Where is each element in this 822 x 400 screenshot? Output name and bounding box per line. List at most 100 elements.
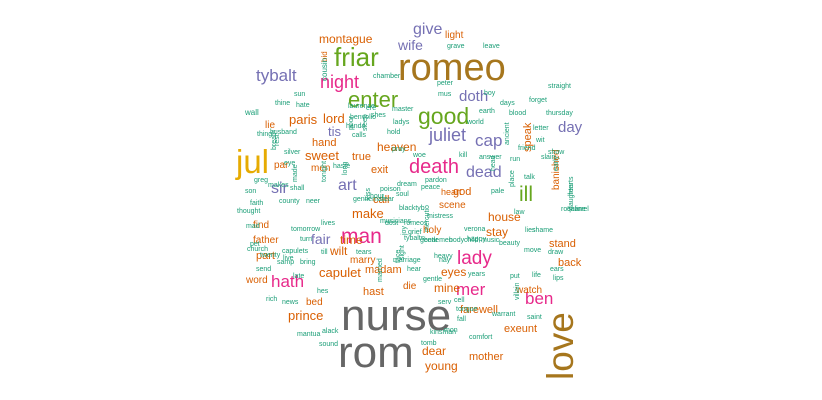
word-love: love bbox=[540, 312, 581, 380]
word-hearts: hearts bbox=[568, 176, 575, 196]
word-run: run bbox=[510, 156, 520, 163]
word-hate: hate bbox=[296, 102, 310, 109]
word-put: put bbox=[510, 273, 520, 280]
word-cell: cell bbox=[454, 297, 465, 304]
word-art: art bbox=[338, 177, 357, 194]
word-rich: rich bbox=[266, 296, 277, 303]
word-sound: sound bbox=[319, 341, 338, 348]
word-tonight: tonight bbox=[321, 161, 328, 182]
word-day: day bbox=[558, 119, 583, 136]
word-laurence: laurence bbox=[348, 103, 375, 110]
word-jul: jul bbox=[235, 143, 269, 180]
word-leave: leave bbox=[483, 43, 500, 50]
word-marry: marry bbox=[350, 255, 376, 266]
word-mine: mine bbox=[434, 281, 460, 295]
word-mer: mer bbox=[456, 280, 486, 299]
word-nurse: nurse bbox=[341, 291, 451, 340]
word-eyes: eyes bbox=[441, 265, 466, 279]
word-face: face bbox=[395, 250, 402, 263]
word-alack: alack bbox=[322, 328, 339, 335]
word-news: news bbox=[282, 299, 299, 306]
word-pet: pet bbox=[250, 241, 260, 248]
word-sweet: sweet bbox=[305, 148, 339, 163]
word-death: death bbox=[409, 156, 459, 178]
word-mistress: mistress bbox=[427, 213, 454, 220]
word-find: find bbox=[253, 220, 269, 231]
word-ladys: ladys bbox=[393, 119, 410, 126]
word-doth: doth bbox=[459, 88, 488, 105]
word-part: part bbox=[256, 250, 275, 262]
word-tomorrow: tomorrow bbox=[291, 226, 321, 233]
word-makes: makes bbox=[268, 182, 289, 189]
word-mad: mad bbox=[246, 223, 260, 230]
word-dear: dear bbox=[422, 344, 446, 358]
word-wife: wife bbox=[397, 37, 423, 53]
word-blood: blood bbox=[509, 110, 526, 117]
word-hear: hear bbox=[407, 266, 422, 273]
word-nay: nay bbox=[439, 257, 451, 264]
word-county: county bbox=[279, 198, 300, 205]
word-sun: sun bbox=[294, 91, 305, 98]
word-ears: ears bbox=[550, 266, 564, 273]
word-banished: banished bbox=[551, 149, 562, 190]
word-heart: heart bbox=[441, 187, 462, 197]
word-wall: wall bbox=[244, 108, 259, 117]
word-master: master bbox=[392, 106, 414, 113]
word-chamber: chamber bbox=[373, 73, 401, 80]
word-cousin: cousin bbox=[320, 58, 329, 81]
word-thine: thine bbox=[275, 100, 290, 107]
word-make: make bbox=[352, 206, 384, 221]
word-friar: friar bbox=[334, 42, 379, 72]
word-kiss: kiss bbox=[365, 187, 372, 200]
word-soul: soul bbox=[396, 191, 409, 198]
word-married: married bbox=[377, 258, 384, 282]
word-man: man bbox=[341, 225, 382, 248]
word-father: father bbox=[253, 235, 279, 246]
word-tis: tis bbox=[328, 124, 342, 139]
word-young: young bbox=[425, 359, 458, 373]
word-good: good bbox=[418, 103, 469, 129]
word-sleep: sleep bbox=[362, 114, 369, 131]
word-gentle: gentle bbox=[423, 276, 442, 283]
word-pardon: pardon bbox=[425, 177, 447, 184]
word-sir: sir bbox=[271, 180, 289, 197]
word-fair: fair bbox=[311, 231, 331, 247]
word-answer: answer bbox=[479, 154, 502, 161]
word-late: late bbox=[293, 273, 304, 280]
word-early: early bbox=[553, 155, 560, 171]
word-scene: scene bbox=[439, 200, 466, 211]
word-marriage: marriage bbox=[393, 257, 421, 264]
word-time: time bbox=[340, 233, 363, 247]
word-shes: shes bbox=[371, 112, 386, 119]
word-rest: rest bbox=[274, 134, 281, 146]
word-haste: haste bbox=[333, 163, 350, 170]
word-law: law bbox=[514, 209, 525, 216]
word-eye: eye bbox=[284, 160, 295, 167]
word-quarrel: quarrel bbox=[567, 206, 589, 213]
word-thought: thought bbox=[237, 208, 260, 215]
word-prince: prince bbox=[288, 308, 323, 323]
word-rom: rom bbox=[338, 328, 414, 377]
word-tybalt: tybalt bbox=[256, 66, 297, 85]
word-heavy: heavy bbox=[434, 253, 453, 260]
word-church: church bbox=[247, 246, 268, 253]
word-till: till bbox=[321, 249, 328, 256]
word-forget: forget bbox=[529, 97, 547, 104]
word-bring: bring bbox=[300, 259, 316, 266]
word-true: true bbox=[352, 151, 371, 163]
word-cap: cap bbox=[475, 131, 502, 150]
word-gentleman: gentleman bbox=[353, 196, 386, 203]
word-shame: shame bbox=[532, 227, 553, 234]
word-happy: happy bbox=[467, 236, 487, 243]
word-back: back bbox=[558, 257, 582, 269]
word-verona: verona bbox=[464, 226, 486, 233]
word-son: son bbox=[245, 188, 256, 195]
word-hath: hath bbox=[271, 272, 304, 291]
word-romeo: romeo bbox=[398, 47, 506, 89]
word-hand: hand bbox=[312, 137, 336, 149]
word-fear: fear bbox=[382, 196, 395, 203]
word-die: die bbox=[403, 281, 417, 292]
word-tongue: tongue bbox=[456, 306, 478, 313]
word-poor: poor bbox=[348, 115, 355, 130]
word-enter: enter bbox=[348, 87, 398, 112]
